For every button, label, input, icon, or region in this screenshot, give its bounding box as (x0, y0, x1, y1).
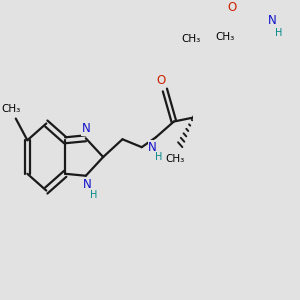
Text: CH₃: CH₃ (1, 104, 20, 114)
Text: N: N (82, 122, 91, 135)
Text: O: O (156, 74, 166, 87)
Text: N: N (268, 14, 277, 28)
Text: CH₃: CH₃ (182, 34, 201, 44)
Text: N: N (148, 141, 157, 154)
Text: H: H (275, 28, 282, 38)
Text: N: N (83, 178, 92, 191)
Text: CH₃: CH₃ (166, 154, 185, 164)
Text: CH₃: CH₃ (215, 32, 234, 42)
Text: H: H (90, 190, 97, 200)
Polygon shape (233, 49, 249, 88)
Text: O: O (228, 1, 237, 13)
Text: H: H (155, 152, 163, 162)
